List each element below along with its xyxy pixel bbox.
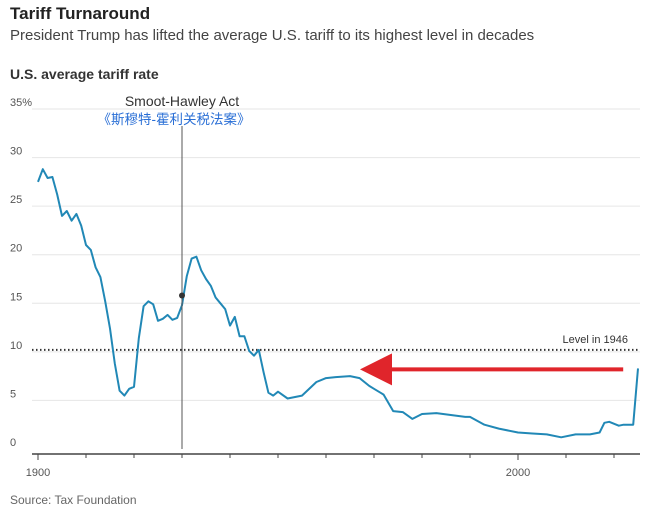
chart-subtitle: President Trump has lifted the average U…: [10, 27, 535, 44]
chart-axis-title: U.S. average tariff rate: [10, 66, 159, 82]
y-tick-label: 0: [10, 437, 16, 449]
y-tick-label: 25: [10, 194, 22, 206]
chart-title: Tariff Turnaround: [10, 4, 151, 23]
y-tick-label: 10: [10, 340, 22, 352]
x-tick-label: 2000: [506, 467, 530, 479]
smoot-hawley-point: [179, 292, 185, 299]
x-tick-label: 1900: [26, 467, 50, 479]
y-tick-label: 5: [10, 388, 16, 400]
smoot-hawley-label: Smoot-Hawley Act: [125, 93, 239, 109]
source-note: Source: Tax Foundation: [10, 493, 137, 507]
y-tick-label: 35%: [10, 97, 32, 109]
reference-label: Level in 1946: [563, 334, 628, 346]
smoot-hawley-label-cn: 《斯穆特-霍利关税法案》: [98, 111, 251, 127]
tariff-rate-line: [37, 168, 639, 439]
y-tick-label: 20: [10, 243, 22, 255]
y-tick-label: 15: [10, 291, 22, 303]
y-tick-label: 30: [10, 146, 22, 158]
